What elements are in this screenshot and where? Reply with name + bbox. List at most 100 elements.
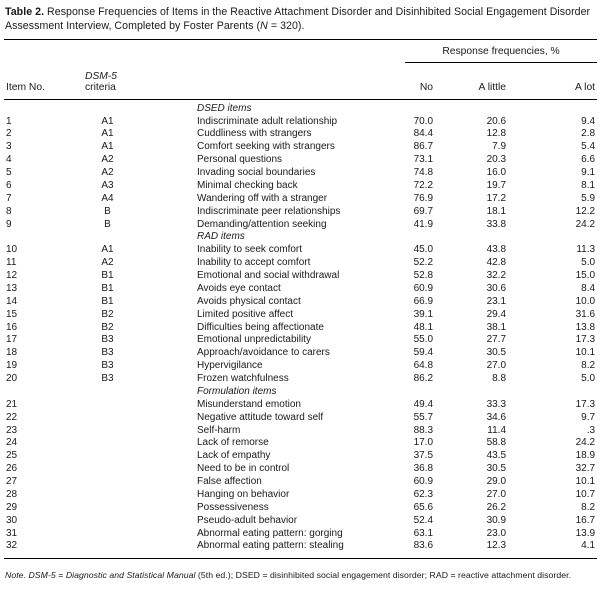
cell-item-no: 12 <box>6 270 18 282</box>
cell-pct-no: 17.0 <box>413 437 434 449</box>
cell-item-label: Difficulties being affectionate <box>197 321 324 333</box>
cell-item-no: 9 <box>6 218 12 230</box>
table-row: 8 B Indiscriminate peer relationships 69.7 1… <box>4 206 597 219</box>
cell-pct-a-lot: 9.7 <box>581 411 596 423</box>
cell-pct-no: 88.3 <box>413 424 434 436</box>
column-header-a-lot: A lot <box>506 62 598 100</box>
table-row: 31 Abnormal eating pattern: gorging 63.1 23… <box>4 527 597 540</box>
cell-pct-no: 39.1 <box>413 308 434 320</box>
cell-pct-no: 60.9 <box>413 476 434 488</box>
column-header-no: No <box>405 62 434 100</box>
cell-item-no: 31 <box>6 527 18 539</box>
cell-item-label: Need to be in control <box>197 463 290 475</box>
table-row: 20 B3 Frozen watchfulness 86.2 8.8 5.0 <box>4 373 597 386</box>
cell-pct-a-little: 38.1 <box>486 321 507 333</box>
cell-pct-a-little: 34.6 <box>486 411 507 423</box>
cell-item-label: Hanging on behavior <box>197 488 290 500</box>
cell-pct-a-little: 18.1 <box>486 205 507 217</box>
cell-item-no: 22 <box>6 411 18 423</box>
cell-criteria: B1 <box>101 270 114 282</box>
cell-pct-a-little: 23.0 <box>486 527 507 539</box>
cell-item-no: 13 <box>6 282 18 294</box>
cell-item-label: Personal questions <box>197 154 283 166</box>
cell-criteria <box>80 527 135 540</box>
cell-criteria: A4 <box>101 192 114 204</box>
section-label: RAD items <box>197 231 245 243</box>
section-header-row: RAD items <box>4 231 597 244</box>
cell-pct-a-little: 32.2 <box>486 270 507 282</box>
cell-item-label: Frozen watchfulness <box>197 373 289 385</box>
cell-pct-no: 66.9 <box>413 295 434 307</box>
cell-pct-a-lot: 2.8 <box>581 128 596 140</box>
cell-pct-a-little: 19.7 <box>486 179 507 191</box>
column-header-a-little: A little <box>433 62 507 100</box>
cell-item-label: Inability to seek comfort <box>197 244 303 256</box>
title-n-symbol: N <box>260 20 268 33</box>
cell-item-no: 17 <box>6 334 18 346</box>
cell-item-label: Cuddliness with strangers <box>197 128 312 140</box>
cell-pct-no: 73.1 <box>413 154 434 166</box>
cell-criteria: A2 <box>101 167 114 179</box>
cell-pct-no: 63.1 <box>413 527 434 539</box>
cell-item-no: 23 <box>6 424 18 436</box>
cell-criteria <box>80 502 135 515</box>
table-title: Table 2. Response Frequencies of Items i… <box>5 5 596 33</box>
cell-item-label: Approach/avoidance to carers <box>197 347 330 359</box>
cell-pct-a-lot: 11.3 <box>576 244 596 256</box>
cell-item-label: Indiscriminate adult relationship <box>197 115 338 127</box>
section-label: DSED items <box>197 102 252 114</box>
cell-criteria: A1 <box>101 244 114 256</box>
cell-pct-a-lot: .3 <box>586 424 596 436</box>
section-header-row: Formulation items <box>4 386 597 399</box>
cell-item-no: 27 <box>6 476 18 488</box>
cell-item-no: 20 <box>6 373 18 385</box>
cell-pct-a-lot: 10.1 <box>575 476 596 488</box>
cell-item-no: 11 <box>6 257 17 269</box>
cell-item-label: Emotional unpredictability <box>197 334 311 346</box>
cell-pct-a-little: 23.1 <box>486 295 507 307</box>
table-row: 13 B1 Avoids eye contact 60.9 30.6 8.4 <box>4 283 597 296</box>
cell-pct-a-little: 8.8 <box>492 373 507 385</box>
cell-pct-a-little: 33.3 <box>486 398 507 410</box>
table-row: 1 A1 Indiscriminate adult relationship 70.0… <box>4 115 597 128</box>
cell-criteria: B3 <box>101 360 114 372</box>
cell-criteria <box>80 412 135 425</box>
cell-pct-a-lot: 8.2 <box>581 501 596 513</box>
cell-criteria: A1 <box>101 115 114 127</box>
cell-pct-a-lot: 8.2 <box>581 360 596 372</box>
table-row: 24 Lack of remorse 17.0 58.8 24.2 <box>4 437 597 450</box>
cell-criteria: A3 <box>101 179 114 191</box>
cell-item-no: 6 <box>6 179 12 191</box>
cell-item-label: Negative attitude toward self <box>197 411 324 423</box>
cell-pct-a-little: 26.2 <box>486 501 507 513</box>
cell-item-no: 2 <box>6 128 12 140</box>
cell-criteria: A1 <box>101 128 114 140</box>
cell-pct-a-lot: 5.0 <box>581 257 596 269</box>
table-row: 28 Hanging on behavior 62.3 27.0 10.7 <box>4 489 597 502</box>
cell-pct-no: 74.8 <box>413 167 434 179</box>
cell-criteria <box>80 450 135 463</box>
cell-item-label: Misunderstand emotion <box>197 398 301 410</box>
cell-criteria <box>80 489 135 502</box>
cell-pct-no: 60.9 <box>413 282 434 294</box>
cell-pct-no: 55.7 <box>413 411 434 423</box>
cell-item-label: Lack of remorse <box>197 437 269 449</box>
cell-item-no: 7 <box>6 192 12 204</box>
table-row: 27 False affection 60.9 29.0 10.1 <box>4 476 597 489</box>
column-header-item-no: Item No. <box>4 62 80 100</box>
cell-pct-a-lot: 5.9 <box>581 192 596 204</box>
cell-pct-no: 64.8 <box>413 360 434 372</box>
cell-pct-a-lot: 5.4 <box>581 141 596 153</box>
cell-pct-a-little: 16.0 <box>486 167 507 179</box>
cell-item-no: 16 <box>6 321 18 333</box>
cell-item-label: Wandering off with a stranger <box>197 192 328 204</box>
cell-criteria <box>80 399 135 412</box>
cell-item-label: Pseudo-adult behavior <box>197 514 298 526</box>
cell-item-label: Indiscriminate peer relationships <box>197 205 341 217</box>
cell-pct-no: 36.8 <box>413 463 434 475</box>
cell-pct-no: 52.2 <box>413 257 434 269</box>
cell-pct-no: 76.9 <box>413 192 434 204</box>
cell-item-no: 10 <box>6 244 18 256</box>
cell-pct-a-lot: 10.0 <box>575 295 596 307</box>
cell-criteria: B3 <box>101 347 114 359</box>
